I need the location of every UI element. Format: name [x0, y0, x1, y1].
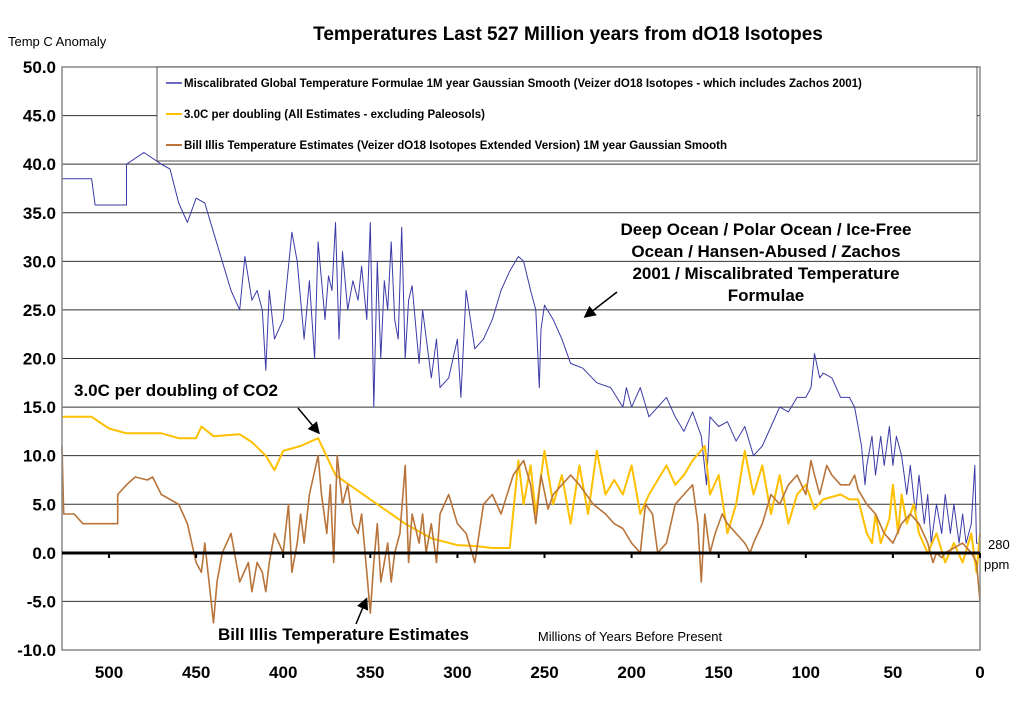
legend: Miscalibrated Global Temperature Formula… — [156, 66, 978, 162]
series-line-2 — [61, 445, 981, 624]
x-axis-label: Millions of Years Before Present — [538, 629, 723, 644]
y-tick-label: 10.0 — [23, 447, 56, 466]
x-tick-label: 250 — [530, 663, 558, 682]
x-tick-label: 150 — [705, 663, 733, 682]
x-tick-label: 50 — [883, 663, 902, 682]
annotation-illis: Bill Illis Temperature Estimates — [218, 625, 469, 644]
arrow-co2 — [297, 407, 320, 435]
x-tick-label: 400 — [269, 663, 297, 682]
y-tick-label: 5.0 — [32, 495, 56, 514]
legend-label-blue: Miscalibrated Global Temperature Formula… — [184, 78, 862, 90]
x-tick-label: 200 — [617, 663, 645, 682]
legend-label-brown: Bill Illis Temperature Estimates (Veizer… — [184, 140, 727, 152]
annotation-ppm: ppm — [984, 557, 1009, 572]
svg-text:2001 / Miscalibrated Temperat: 2001 / Miscalibrated Temperature — [632, 264, 899, 283]
x-tick-label: 350 — [356, 663, 384, 682]
arrow-deep-ocean — [583, 291, 618, 318]
y-tick-label: 50.0 — [23, 58, 56, 77]
chart-title: Temperatures Last 527 Million years from… — [313, 24, 823, 45]
x-tick-label: 450 — [182, 663, 210, 682]
annotation-deep-ocean: Deep Ocean / Polar Ocean / Ice-Free Ocea… — [620, 220, 911, 305]
y-tick-label: 20.0 — [23, 350, 56, 369]
y-tick-label: 35.0 — [23, 204, 56, 223]
y-tick-label: 30.0 — [23, 252, 56, 271]
svg-text:Formulae: Formulae — [728, 286, 805, 305]
x-tick-label: 0 — [975, 663, 984, 682]
y-tick-label: 45.0 — [23, 107, 56, 126]
y-tick-label: 0.0 — [32, 544, 56, 563]
annotation-280: 280 — [988, 537, 1010, 552]
y-axis-label: Temp C Anomaly — [8, 34, 107, 49]
svg-text:Ocean / Hansen-Abused / Zacho: Ocean / Hansen-Abused / Zachos — [631, 242, 900, 261]
annotation-co2: 3.0C per doubling of CO2 — [74, 381, 278, 400]
x-tick-label: 300 — [443, 663, 471, 682]
x-tick-label: 500 — [95, 663, 123, 682]
legend-label-yellow: 3.0C per doubling (All Estimates - exclu… — [184, 109, 485, 121]
y-tick-label: 15.0 — [23, 398, 56, 417]
series-line-1 — [62, 415, 981, 574]
x-tick-label: 100 — [792, 663, 820, 682]
y-tick-label: -10.0 — [17, 641, 56, 660]
arrow-illis — [355, 597, 369, 625]
y-tick-label: 40.0 — [23, 155, 56, 174]
svg-text:Deep Ocean / Polar Ocean / Ice: Deep Ocean / Polar Ocean / Ice-Free — [620, 220, 911, 239]
y-tick-label: -5.0 — [27, 592, 56, 611]
y-tick-label: 25.0 — [23, 301, 56, 320]
series-line-0 — [62, 152, 980, 544]
